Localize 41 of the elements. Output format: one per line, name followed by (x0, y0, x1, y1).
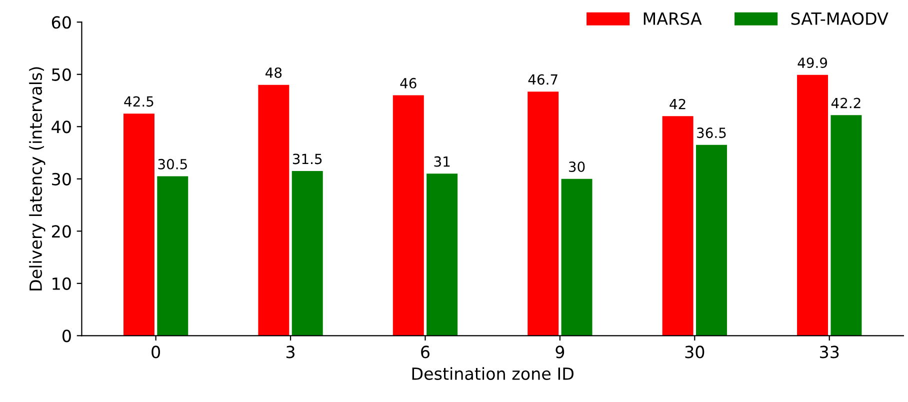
data-label: 48 (266, 67, 282, 78)
bar (157, 176, 188, 336)
data-label: 46 (400, 78, 416, 88)
y-tick-label: 10 (52, 277, 71, 290)
legend-label: MARSA (644, 12, 702, 25)
bar (662, 116, 694, 336)
bar (696, 144, 727, 336)
y-tick-label: 20 (52, 225, 71, 238)
y-tick-label: 60 (52, 16, 71, 29)
x-tick-label: 0 (152, 346, 160, 358)
data-label: 42 (670, 98, 686, 110)
data-label: 30.5 (158, 158, 187, 170)
y-tick-label: 0 (62, 330, 71, 342)
bar (561, 178, 592, 336)
bar (528, 92, 559, 336)
y-tick-label: 40 (52, 120, 71, 134)
data-label: 30 (569, 162, 585, 172)
data-label: 42.2 (831, 98, 860, 108)
x-tick-label: 9 (556, 346, 564, 358)
data-label: 49.9 (798, 58, 828, 68)
legend-label: SAT-MAODV (791, 12, 888, 25)
y-tick-label: 30 (52, 172, 71, 186)
data-label: 42.5 (124, 96, 154, 107)
data-label: 46.7 (528, 74, 558, 85)
bar (392, 95, 424, 336)
bar (123, 114, 154, 336)
bar (258, 84, 290, 336)
bar (426, 174, 458, 336)
data-label: 36.5 (697, 128, 726, 138)
y-axis-title: Delivery latency (intervals) (29, 67, 46, 290)
bar (797, 74, 828, 336)
bar (292, 171, 323, 336)
x-tick-label: 3 (286, 346, 294, 358)
x-tick-label: 33 (820, 346, 839, 358)
y-tick-label: 50 (52, 68, 71, 81)
bar (830, 115, 862, 336)
data-label: 31.5 (292, 154, 322, 164)
data-label: 31 (434, 156, 450, 167)
x-tick-label: 6 (421, 346, 430, 358)
x-tick-label: 30 (685, 346, 704, 358)
x-axis-title: Destination zone ID (412, 367, 574, 380)
